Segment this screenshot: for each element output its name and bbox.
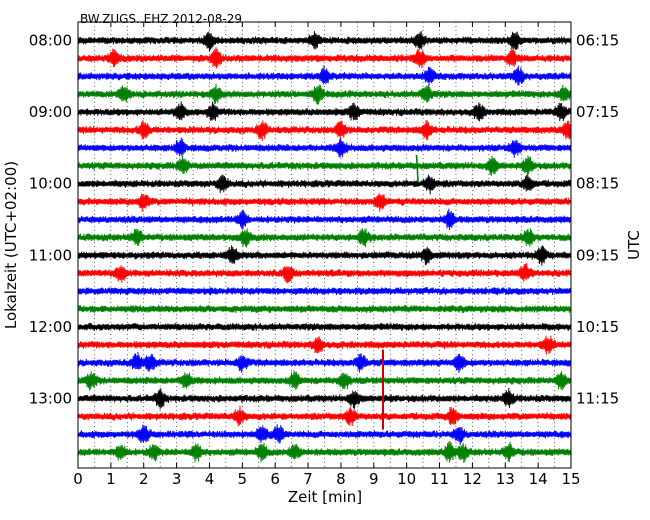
seismic-trace (77, 286, 572, 296)
left-time-label: 09:00 (29, 103, 72, 121)
event-spikes (382, 154, 419, 430)
right-axis-label: UTC (625, 230, 643, 260)
x-axis-label: Zeit [min] (288, 488, 362, 506)
left-axis-label: Lokalzeit (UTC+02:00) (2, 161, 20, 329)
x-tick-label: 5 (238, 470, 248, 488)
x-tick-label: 4 (205, 470, 215, 488)
seismic-traces (77, 30, 572, 463)
x-axis-ticks: 0 1 2 3 4 5 6 7 8 9 10 11 12 13 14 15 (73, 22, 581, 488)
left-time-label: 12:00 (29, 318, 72, 336)
seismic-trace (77, 245, 572, 266)
left-time-label: 08:00 (29, 32, 72, 50)
right-time-label: 07:15 (576, 103, 619, 121)
seismic-trace (77, 137, 572, 158)
left-time-label: 13:00 (29, 390, 72, 408)
seismic-trace (77, 424, 572, 446)
chart-title: BW.ZUGS..EHZ 2012-08-29 (80, 12, 242, 26)
seismic-trace (77, 65, 572, 87)
seismic-trace (77, 119, 572, 142)
seismic-trace (77, 405, 572, 427)
right-time-label: 11:15 (576, 390, 619, 408)
x-tick-label: 15 (561, 470, 580, 488)
seismic-trace (77, 304, 572, 314)
seismic-trace (77, 193, 572, 212)
x-tick-label: 0 (73, 470, 83, 488)
seismic-trace (77, 263, 572, 284)
seismic-trace (77, 387, 572, 410)
right-time-label: 10:15 (576, 318, 619, 336)
x-tick-label: 12 (463, 470, 482, 488)
x-tick-label: 13 (496, 470, 515, 488)
time-labels: 08:00 09:00 10:00 11:00 12:00 13:00 06:15 07:15… (29, 32, 619, 408)
x-tick-label: 10 (397, 470, 416, 488)
left-time-label: 11:00 (29, 246, 72, 264)
x-tick-label: 1 (106, 470, 116, 488)
right-time-label: 06:15 (576, 32, 619, 50)
seismic-trace (77, 83, 572, 105)
x-tick-label: 14 (529, 470, 548, 488)
x-tick-label: 7 (303, 470, 313, 488)
seismic-trace (77, 335, 572, 355)
right-time-label: 09:15 (576, 246, 619, 264)
seismic-trace (77, 47, 572, 69)
seismic-trace (77, 174, 572, 195)
right-time-label: 08:15 (576, 175, 619, 193)
x-tick-label: 8 (336, 470, 346, 488)
event-spike (415, 154, 419, 182)
seismic-trace (77, 208, 572, 231)
left-time-label: 10:00 (29, 175, 72, 193)
plot-frame (77, 21, 572, 469)
seismic-trace (77, 370, 572, 391)
x-tick-label: 6 (270, 470, 280, 488)
seismic-trace (77, 322, 572, 331)
seismic-trace (77, 30, 572, 52)
seismic-trace (77, 441, 572, 463)
x-tick-label: 9 (369, 470, 379, 488)
seismic-trace (77, 351, 572, 373)
seismic-trace (77, 155, 572, 177)
seismic-trace (77, 228, 572, 248)
x-tick-label: 2 (139, 470, 149, 488)
seismic-trace (77, 101, 572, 122)
x-tick-label: 11 (430, 470, 449, 488)
x-tick-label: 3 (172, 470, 182, 488)
